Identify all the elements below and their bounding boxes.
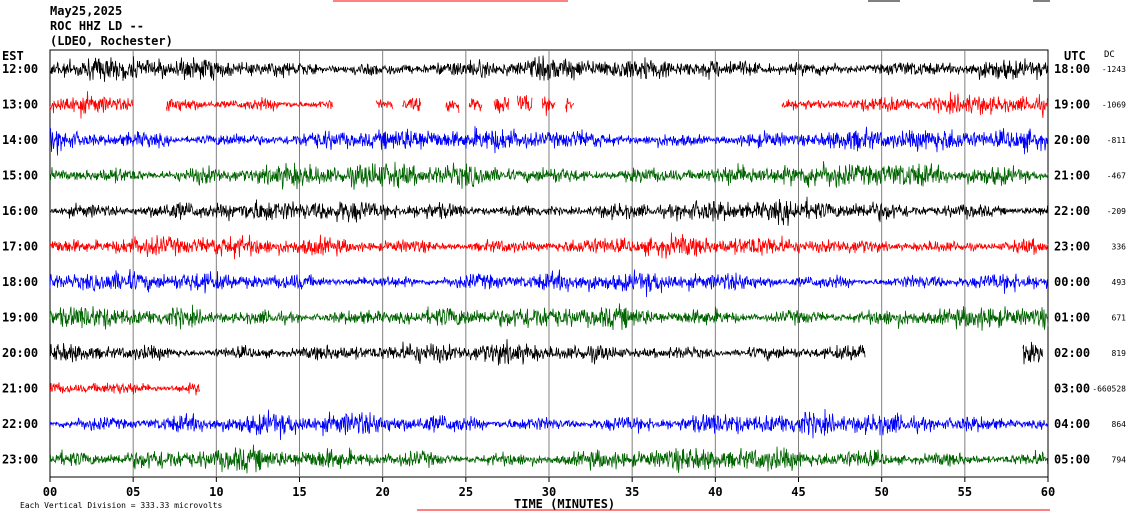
trace-segment bbox=[517, 95, 533, 112]
trace-segment bbox=[49, 303, 1049, 331]
utc-time-label: 01:00 bbox=[1054, 311, 1090, 325]
scale-note: Each Vertical Division = 333.33 microvol… bbox=[20, 501, 222, 510]
trace-segment bbox=[49, 55, 1049, 82]
trace-segment bbox=[402, 97, 421, 112]
x-axis-ticks: 00 05 10 15 20 25 30 35 40 45 50 55 60 bbox=[43, 477, 1055, 499]
trace-segment bbox=[565, 98, 574, 113]
x-tick-label: 55 bbox=[958, 485, 972, 499]
chart-date: May25,2025 bbox=[50, 4, 122, 18]
x-tick-label: 40 bbox=[708, 485, 722, 499]
local-time-label: 13:00 bbox=[2, 98, 38, 112]
x-tick-label: 50 bbox=[874, 485, 888, 499]
local-time-label: 20:00 bbox=[2, 346, 38, 360]
utc-time-label: 03:00 bbox=[1054, 382, 1090, 396]
dc-offset-value: -467 bbox=[1107, 172, 1126, 181]
x-axis-title: TIME (MINUTES) bbox=[514, 497, 615, 511]
trace-layer bbox=[49, 55, 1049, 474]
local-time-label: 14:00 bbox=[2, 133, 38, 147]
utc-time-label: 21:00 bbox=[1054, 169, 1090, 183]
utc-time-label: 19:00 bbox=[1054, 98, 1090, 112]
trace-segment bbox=[49, 161, 1049, 190]
utc-time-label: 20:00 bbox=[1054, 133, 1090, 147]
x-tick-label: 20 bbox=[375, 485, 389, 499]
x-tick-label: 00 bbox=[43, 485, 57, 499]
network-name: (LDEO, Rochester) bbox=[50, 34, 173, 48]
x-tick-label: 10 bbox=[209, 485, 223, 499]
dc-offset-value: 794 bbox=[1112, 456, 1127, 465]
dc-offset-value: -1243 bbox=[1102, 65, 1126, 74]
local-time-label: 17:00 bbox=[2, 240, 38, 254]
trace-segment bbox=[49, 382, 200, 396]
trace-segment bbox=[49, 232, 1049, 260]
station-code: ROC HHZ LD -- bbox=[50, 19, 144, 33]
x-tick-label: 35 bbox=[625, 485, 639, 499]
trace-segment bbox=[49, 408, 1049, 441]
dc-offset-value: -209 bbox=[1107, 207, 1126, 216]
trace-segment bbox=[445, 100, 460, 114]
dc-offset-value: -660528 bbox=[1092, 385, 1126, 394]
right-zone-label: UTC bbox=[1064, 49, 1086, 63]
x-tick-label: 15 bbox=[292, 485, 306, 499]
local-time-label: 22:00 bbox=[2, 417, 38, 431]
dc-offset-value: -811 bbox=[1107, 136, 1126, 145]
dc-offset-value: 336 bbox=[1112, 243, 1127, 252]
dc-offset-value: 671 bbox=[1112, 314, 1127, 323]
dc-offset-value: 819 bbox=[1112, 349, 1127, 358]
minute-grid bbox=[132, 50, 966, 477]
x-tick-label: 60 bbox=[1041, 485, 1055, 499]
trace-segment bbox=[49, 126, 1049, 156]
utc-time-label: 05:00 bbox=[1054, 453, 1090, 467]
trace-segment bbox=[375, 99, 393, 109]
trace-segment bbox=[49, 268, 1049, 298]
utc-time-label: 22:00 bbox=[1054, 204, 1090, 218]
local-time-label: 12:00 bbox=[2, 62, 38, 76]
dc-offset-value: 864 bbox=[1112, 420, 1127, 429]
dc-offset-value: 493 bbox=[1112, 278, 1127, 287]
trace-segment bbox=[468, 98, 483, 112]
local-time-label: 21:00 bbox=[2, 382, 38, 396]
utc-time-label: 02:00 bbox=[1054, 346, 1090, 360]
trace-segment bbox=[49, 91, 134, 119]
dc-offset-value: -1069 bbox=[1102, 101, 1126, 110]
utc-time-label: 23:00 bbox=[1054, 240, 1090, 254]
trace-segment bbox=[541, 96, 556, 116]
x-tick-label: 30 bbox=[542, 485, 556, 499]
utc-time-label: 00:00 bbox=[1054, 275, 1090, 289]
local-time-label: 19:00 bbox=[2, 311, 38, 325]
utc-time-label: 18:00 bbox=[1054, 62, 1090, 76]
local-time-label: 18:00 bbox=[2, 275, 38, 289]
x-tick-label: 25 bbox=[459, 485, 473, 499]
local-time-label: 15:00 bbox=[2, 169, 38, 183]
dc-label: DC bbox=[1104, 50, 1115, 60]
time-labels: 12:00 18:00 -1243 13:00 19:00 -1069 14:00 20:00… bbox=[2, 62, 1126, 467]
trace-segment bbox=[49, 196, 1049, 226]
left-zone-label: EST bbox=[2, 49, 24, 63]
local-time-label: 16:00 bbox=[2, 204, 38, 218]
trace-segment bbox=[49, 444, 1049, 474]
x-tick-label: 45 bbox=[791, 485, 805, 499]
trace-segment bbox=[1022, 341, 1043, 365]
trace-segment bbox=[49, 339, 866, 366]
x-tick-label: 05 bbox=[126, 485, 140, 499]
local-time-label: 23:00 bbox=[2, 453, 38, 467]
trace-segment bbox=[166, 97, 333, 112]
utc-time-label: 04:00 bbox=[1054, 417, 1090, 431]
trace-segment bbox=[493, 96, 509, 114]
trace-segment bbox=[781, 91, 1049, 119]
